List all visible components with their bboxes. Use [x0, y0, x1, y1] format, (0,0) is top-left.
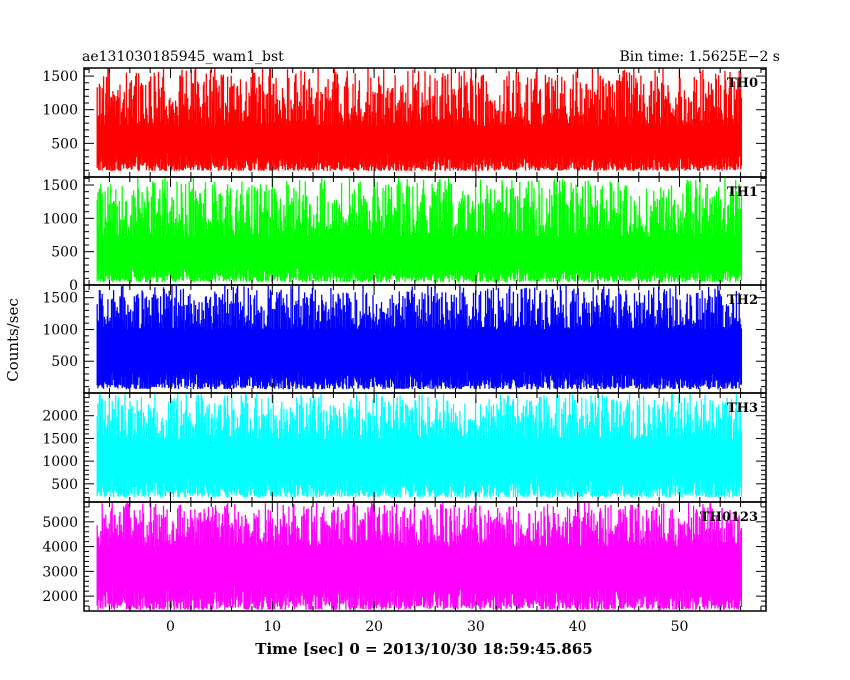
y-tick-label: 1500 — [42, 431, 78, 447]
x-tick-label: 10 — [263, 619, 281, 635]
y-tick-label: 1000 — [42, 211, 78, 227]
x-axis-label: Time [sec] 0 = 2013/10/30 18:59:45.865 — [255, 640, 592, 658]
chart-title: ae131030185945_wam1_bst — [82, 49, 284, 65]
trace-th3 — [96, 393, 743, 498]
x-tick-label: 30 — [467, 619, 485, 635]
y-tick-label: 4000 — [42, 540, 78, 556]
y-tick-label: 1500 — [42, 178, 78, 194]
y-tick-label: 1000 — [42, 103, 78, 119]
panel-th0123: 2000 3000 4000 5000 TH0123 — [42, 501, 767, 612]
y-tick-label: 3000 — [42, 564, 78, 580]
y-tick-label: 1000 — [42, 454, 78, 470]
panel-th2: 500 1000 1500 TH2 — [42, 284, 767, 394]
y-tick-label: 500 — [51, 136, 78, 152]
series-label: TH3 — [727, 401, 758, 416]
y-axis-label: Counts/sec — [4, 298, 22, 382]
y-tick-label: 2000 — [42, 589, 78, 605]
panel-th3: 500 1000 1500 2000 TH3 — [42, 392, 767, 503]
y-tick-label: 500 — [51, 354, 78, 370]
y-tick-label: 5000 — [42, 515, 78, 531]
series-label: TH0 — [727, 76, 758, 91]
panel-th0: 500 1000 1500 TH0 — [42, 67, 767, 178]
y-tick-label: 0 — [69, 278, 78, 294]
y-tick-label: 1500 — [42, 291, 78, 307]
bin-time-label: Bin time: 1.5625E−2 s — [619, 49, 780, 65]
x-tick-label: 20 — [365, 619, 383, 635]
series-label: TH2 — [727, 293, 758, 308]
panel-th1: 0 500 1000 1500 TH1 — [42, 176, 767, 294]
y-tick-label: 1500 — [42, 69, 78, 85]
series-label: TH1 — [727, 185, 758, 200]
trace-th2 — [96, 285, 743, 390]
trace-th1 — [96, 177, 743, 283]
x-tick-label: 40 — [569, 619, 587, 635]
y-tick-label: 2000 — [42, 409, 78, 425]
y-tick-label: 500 — [51, 245, 78, 261]
trace-th0 — [96, 68, 743, 171]
y-tick-label: 500 — [51, 477, 78, 493]
x-tick-label: 0 — [166, 619, 175, 635]
x-tick-label: 50 — [671, 619, 689, 635]
trace-th0123 — [96, 502, 743, 610]
y-tick-label: 1000 — [42, 322, 78, 338]
series-label: TH0123 — [700, 510, 758, 525]
